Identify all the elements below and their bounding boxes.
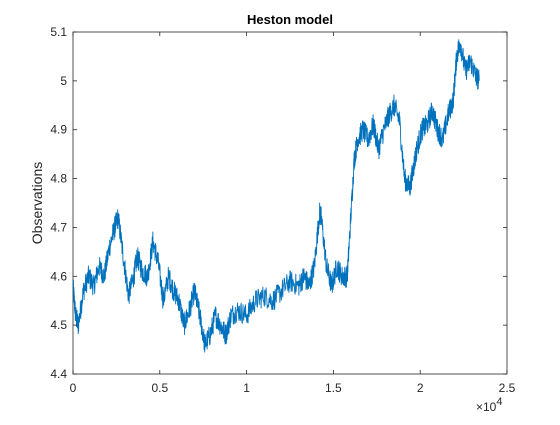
y-tick-label: 4.9 (50, 123, 67, 137)
series-line-0 (73, 39, 480, 353)
y-tick-label: 5.1 (50, 25, 67, 39)
x-tick-label: 2.5 (499, 381, 516, 395)
x-tick-label: 0.5 (151, 381, 168, 395)
chart-title: Heston model (247, 12, 333, 27)
x-tick-label: 0 (70, 381, 77, 395)
x-axis-ticks: 0 0.5 1 1.5 2 2.5 (70, 32, 516, 395)
x-tick-label: 1 (243, 381, 250, 395)
plot-area-frame (72, 31, 508, 375)
y-tick-label: 4.7 (50, 220, 67, 234)
y-axis-label: Observations (29, 162, 45, 244)
y-tick-label: 4.5 (50, 318, 67, 332)
x-multiplier-exponent: 4 (496, 396, 502, 408)
x-multiplier-base: ×10 (476, 400, 497, 414)
x-axis-multiplier: ×104 (476, 396, 502, 414)
x-tick-label: 2 (417, 381, 424, 395)
y-tick-label: 5 (60, 74, 67, 88)
y-tick-label: 4.8 (50, 172, 67, 186)
y-tick-label: 4.4 (50, 367, 67, 381)
y-axis-ticks: 4.4 4.5 4.6 4.7 4.8 4.9 5 5.1 (50, 25, 507, 381)
y-tick-label: 4.6 (50, 269, 67, 283)
x-tick-label: 1.5 (325, 381, 342, 395)
series-layer (73, 39, 480, 353)
